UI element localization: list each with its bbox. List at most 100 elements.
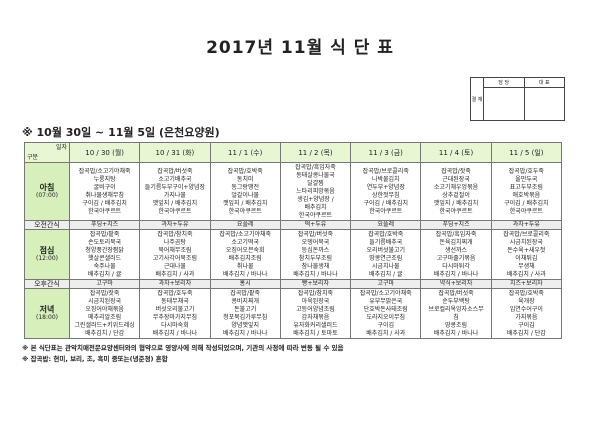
- snack-cell: 약식+보리차: [420, 279, 492, 289]
- am_snack-label: 오전간식: [24, 220, 70, 230]
- breakfast-row: 아침 (07:00) 잡곡밥/소고기야채죽 누룽지탕 굴비구이 취나물생채무침 구이김 / …: [24, 162, 563, 221]
- menu-item: 그린샐러드+키위드레싱: [74, 321, 135, 329]
- dinner-menu-cell: 잡곡밥/버섯죽 순두부백탕 브로컬리옥잉자소스무 침 땅콩조림 배추김치 / 바나나: [420, 288, 492, 339]
- am_snack-row: 오전간식 푸딩+치즈 과자+두유 요플레 떡+두유 요플레 푸딩+치즈 과자+두유: [24, 220, 563, 230]
- lunch-menu-cell: 잡곡밥/호박죽 들기름배추국 오리버섯불고기 땅콩연근조림 시금치나물 배추김치 / 귤: [350, 229, 422, 280]
- menu-item: 콩비지찌개: [231, 297, 259, 305]
- menu-item: 배추김치 / 바나나: [222, 270, 268, 278]
- dinner-menu-cell: 잡곡밥/호박죽 육개장 임연수어구이 가지볶음 구이김 배추김치 / 단감: [490, 288, 563, 339]
- breakfast-menu-cell: 잡곡밥/브로콜리죽 나박물김치 연두부+양념장 상한젓무침 구이김 / 배추김치 한국야쿠…: [350, 162, 422, 221]
- menu-item: 소고기배추국: [158, 175, 192, 183]
- snack-cell: 과자+두유: [139, 220, 211, 230]
- menu-item: 배추김치 / 귤: [369, 270, 403, 278]
- approval-sign-manager[interactable]: [483, 87, 525, 121]
- meal-name: 점심: [39, 245, 55, 255]
- menu-item: 한국야쿠르트: [298, 211, 333, 219]
- menu-item: 구이김: [518, 321, 535, 329]
- breakfast-menu-cell: 잡곡밥/호두죽 올만두국 표고두부조림 애호박볶음 구이김 / 배추김치 한국야쿠르트: [490, 162, 563, 221]
- snack-cell: 푸딩+치즈: [68, 220, 141, 230]
- snack-cell: 떡+두유: [279, 220, 352, 230]
- menu-item: 잡곡밥/흑임자죽: [435, 230, 477, 238]
- menu-item: 상추겉절이: [442, 191, 470, 199]
- menu-item: 잡곡밥/호두죽: [157, 289, 193, 297]
- menu-item: 배추김치 / 토마토: [293, 329, 338, 337]
- pm_snack-label: 오후간식: [24, 279, 70, 289]
- menu-item: 잡곡밥/참치죽: [297, 289, 334, 297]
- menu-item: 순두부백탕: [442, 297, 470, 305]
- dinner-menu-cell: 잡곡밥/팥죽 콩비지찌개 돈불고기 청포묵김가루무침 양념깻잎지 배추김치 / 바나나: [209, 288, 281, 339]
- snack-cell: 빵+보리차: [279, 279, 352, 289]
- meal-name: 아침: [39, 182, 55, 192]
- menu-item: 한국야쿠르트: [509, 207, 543, 215]
- snack-cell: 요플레: [209, 220, 281, 230]
- menu-item: 돈육김치찌개: [439, 238, 473, 246]
- menu-item: 고등어양념조림: [296, 305, 335, 313]
- menu-item: 아욱된장국: [301, 297, 330, 305]
- dinner-label: 저녁 (18:00): [24, 288, 70, 339]
- menu-item: 잡곡밥/호박죽: [368, 230, 404, 238]
- snack-cell: 과자+보리차: [139, 279, 211, 289]
- menu-item: 한국야쿠르트: [88, 207, 122, 215]
- menu-item: 깻잎지 / 배추김치: [152, 199, 198, 207]
- snack-cell: 고구마: [68, 279, 141, 289]
- menu-item: 도라지오이무침: [366, 313, 406, 321]
- menu-item: 오징어오븐숙회: [225, 246, 265, 254]
- menu-item: 잡곡밥/흑임자죽: [295, 163, 336, 171]
- day-header: 11 / 3 (금): [350, 142, 422, 163]
- menu-item: 이채튀김: [515, 254, 538, 262]
- menu-item: 잡곡밥/잣죽: [441, 167, 471, 175]
- menu-item: 얼갈이나물: [231, 191, 259, 199]
- menu-item: 배추김치: [304, 203, 327, 211]
- menu-item: 소고기떡국: [231, 238, 259, 246]
- menu-item: 상한젓무침: [371, 191, 400, 199]
- menu-item: 청포묵김가루무침: [223, 313, 268, 321]
- menu-item: 소고기채우엉볶음: [433, 183, 479, 191]
- day-header: 11 / 1 (수): [209, 142, 281, 163]
- menu-item: 잡곡밥/참치죽: [157, 230, 193, 238]
- menu-item: 깻잎지 / 배추김치: [433, 199, 479, 207]
- corner-header: 일자 구분: [24, 142, 70, 163]
- menu-item: 버섯오리불고기: [155, 305, 195, 313]
- approval-col-director: 대 표: [523, 77, 565, 88]
- menu-item: 한국야쿠르트: [158, 207, 192, 215]
- snack-cell: 홍시: [209, 279, 281, 289]
- lunch-row: 점심 (12:00) 잡곡밥/팥죽 손도토리묵국 청양풍간장찜닭 햇살콘샐러드 숙주나물 배추…: [24, 229, 563, 280]
- menu-item: 동태무채국: [161, 297, 189, 305]
- menu-item: 굴비구이: [93, 183, 116, 191]
- snack-cell: 푸딩+치즈: [420, 220, 492, 230]
- meal-time: (07:00): [36, 191, 58, 199]
- lunch-menu-cell: 잡곡밥/팥죽 손도토리묵국 청양풍간장찜닭 햇살콘샐러드 숙주나물 배추김치 / 귤: [68, 229, 141, 280]
- menu-item: 동그랑땡전: [231, 183, 259, 191]
- menu-item: 생선까스: [445, 246, 468, 254]
- approval-sign-director[interactable]: [523, 87, 565, 121]
- menu-item: 애호박볶음: [512, 191, 541, 199]
- menu-item: 한국야쿠르트: [228, 207, 262, 215]
- meal-table: 일자 구분 10 / 30 (월) 10 / 31 (화) 11 / 1 (수) 11 /…: [24, 142, 563, 339]
- breakfast-menu-cell: 잡곡밥/소고기야채죽 누룽지탕 굴비구이 취나물생채무침 구이김 / 배추김치 한국야쿠르…: [68, 162, 141, 221]
- approval-label: 결 재: [470, 77, 484, 121]
- menu-item: 고기사각어묵조림: [152, 254, 197, 262]
- footnote: ※ 본 식단표는 관악치매전문요양센터와의 협약으로 영양사에 의해 작성되었으…: [22, 344, 344, 352]
- lunch-menu-cell: 잡곡밥/브로콜리죽 시금치된장국 돈수육+새우젓 이채튀김 무생채 배추김치 / 사과: [490, 229, 563, 280]
- menu-item: 햇살콘샐러드: [88, 254, 122, 262]
- menu-item: 잡곡밥/버섯죽: [297, 230, 334, 238]
- menu-item: 단호박돈사태조림: [363, 305, 408, 313]
- menu-item: 감자채볶음: [301, 313, 330, 321]
- menu-item: 유부무맑은국: [369, 297, 403, 305]
- menu-item: 등심돈까스: [301, 246, 330, 254]
- menu-item: 배추김치 / 바나나: [152, 329, 198, 337]
- menu-item: 취나물: [236, 262, 254, 270]
- dinner-menu-cell: 잡곡밥/호두죽 동태무채국 버섯오리불고기 무추장마가지무침 다시마숙회 배추김치 / 바…: [139, 288, 211, 339]
- lunch-menu-cell: 잡곡밥/참치죽 나주곰탕 북어채무조림 고기사각어묵조림 근대나물 배추김치 / 사과: [139, 229, 211, 280]
- menu-item: 돈수육+새우젓: [507, 246, 546, 254]
- menu-item: 근대나물: [163, 262, 186, 270]
- menu-item: 잡곡밥/브로콜리죽: [362, 167, 409, 175]
- lunch-label: 점심 (12:00): [24, 229, 70, 280]
- menu-item: 나박물김치: [371, 175, 400, 183]
- snack-cell: 치즈+보리차: [490, 279, 563, 289]
- menu-item: 한국야쿠르트: [439, 207, 473, 215]
- snack-cell: 과자+두유: [490, 220, 563, 230]
- menu-item: 근대된장국: [442, 175, 470, 183]
- dinner-menu-cell: 잡곡밥/잣죽 시금치된장국 오징어야채볶음 메추리알조림 그린샐러드+키위드레싱 배추김치…: [68, 288, 141, 339]
